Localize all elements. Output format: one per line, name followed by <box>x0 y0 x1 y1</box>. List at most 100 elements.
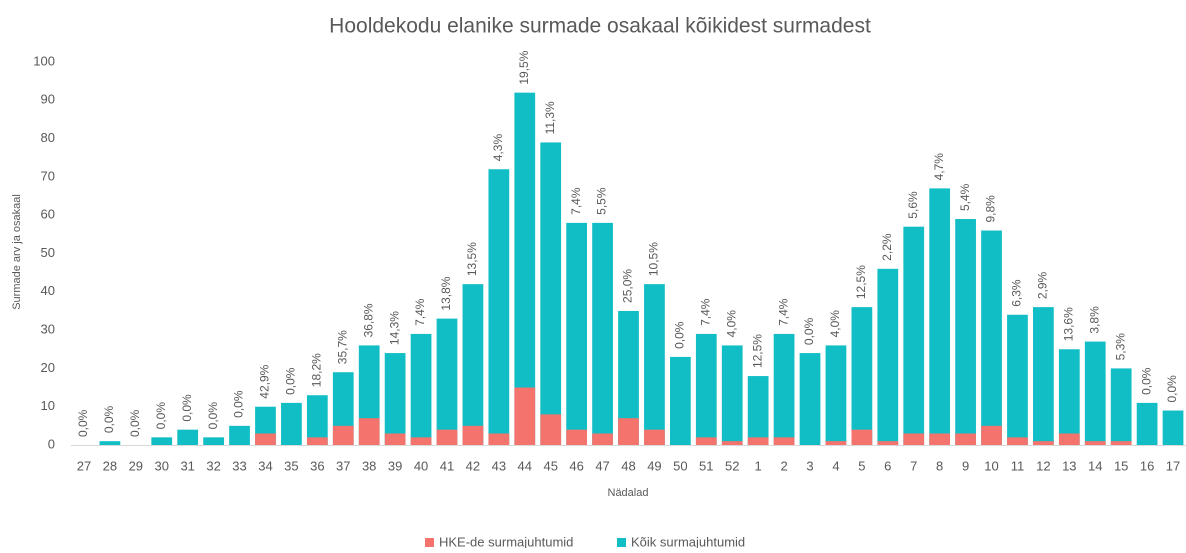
data-label: 0,0% <box>1139 367 1153 395</box>
x-tick-label: 51 <box>699 458 713 473</box>
x-tick-label: 3 <box>806 458 813 473</box>
data-label: 4,0% <box>724 310 738 338</box>
data-label: 0,0% <box>128 409 142 437</box>
data-label: 5,5% <box>595 187 609 215</box>
bar <box>773 333 795 445</box>
data-label: 12,5% <box>750 334 764 368</box>
bar <box>1110 441 1132 445</box>
y-tick-label: 30 <box>41 322 55 337</box>
x-tick-label: 38 <box>362 458 376 473</box>
bar <box>540 414 562 445</box>
x-tick-label: 49 <box>647 458 661 473</box>
data-label: 7,4% <box>413 298 427 326</box>
bar <box>514 387 536 445</box>
bar <box>358 418 380 445</box>
data-label: 2,9% <box>1036 271 1050 299</box>
y-tick-label: 10 <box>41 398 55 413</box>
bar <box>747 376 769 445</box>
legend-swatch <box>617 538 626 547</box>
bar <box>695 333 717 445</box>
bar <box>540 142 562 445</box>
x-tick-label: 15 <box>1114 458 1128 473</box>
bar <box>306 437 328 445</box>
bar <box>1084 441 1106 445</box>
data-label: 7,4% <box>698 298 712 326</box>
bar <box>1033 441 1054 445</box>
bar <box>851 307 873 445</box>
data-label: 11,3% <box>543 101 557 134</box>
bar <box>410 437 432 445</box>
x-tick-label: 9 <box>962 458 969 473</box>
x-tick-label: 16 <box>1140 458 1154 473</box>
data-label: 14,3% <box>387 311 401 345</box>
bar <box>1058 433 1080 445</box>
data-label: 42,9% <box>258 364 272 398</box>
data-label: 10,5% <box>647 242 661 276</box>
data-label: 3,8% <box>1087 306 1101 334</box>
bar <box>825 345 847 445</box>
bar <box>644 284 665 445</box>
y-tick-label: 60 <box>41 207 55 222</box>
data-label: 4,7% <box>932 153 946 181</box>
legend-label: Kõik surmajuhtumid <box>631 534 745 548</box>
y-tick-label: 40 <box>41 283 55 298</box>
x-tick-label: 11 <box>1011 458 1025 473</box>
x-tick-label: 33 <box>232 458 246 473</box>
bar <box>669 356 691 445</box>
bar <box>825 441 847 445</box>
bar <box>384 353 406 445</box>
bar <box>488 433 510 445</box>
x-tick-label: 50 <box>673 458 687 473</box>
x-tick-label: 47 <box>595 458 609 473</box>
x-tick-label: 7 <box>910 458 917 473</box>
bar <box>1084 341 1106 445</box>
data-label: 0,0% <box>76 409 90 437</box>
bar <box>306 395 328 445</box>
bar <box>229 425 250 445</box>
data-label: 18,2% <box>310 353 324 387</box>
x-tick-label: 13 <box>1062 458 1076 473</box>
bar <box>566 222 588 445</box>
x-tick-label: 17 <box>1166 458 1180 473</box>
x-tick-label: 5 <box>858 458 865 473</box>
x-tick-label: 30 <box>155 458 169 473</box>
data-label: 0,0% <box>673 321 687 349</box>
data-label: 5,4% <box>958 183 972 211</box>
bar <box>488 169 510 446</box>
bar <box>929 188 951 445</box>
data-label: 0,0% <box>154 402 168 430</box>
x-tick-label: 37 <box>336 458 350 473</box>
x-axis-label: Nädalad <box>608 487 649 499</box>
bar <box>384 433 406 445</box>
bar <box>618 418 639 445</box>
bar <box>799 353 821 445</box>
data-label: 19,5% <box>517 50 531 84</box>
x-tick-label: 29 <box>129 458 143 473</box>
data-label: 0,0% <box>232 390 246 418</box>
bar <box>747 437 769 445</box>
bar <box>721 441 743 445</box>
x-tick-label: 43 <box>492 458 506 473</box>
data-label: 13,8% <box>439 276 453 310</box>
bar <box>981 425 1002 445</box>
x-tick-label: 40 <box>414 458 428 473</box>
y-tick-label: 80 <box>41 130 55 145</box>
x-tick-label: 2 <box>780 458 787 473</box>
x-tick-label: 39 <box>388 458 402 473</box>
data-label: 0,0% <box>102 405 116 433</box>
x-tick-label: 41 <box>440 458 454 473</box>
x-tick-label: 32 <box>206 458 220 473</box>
bar <box>255 433 276 445</box>
x-tick-label: 28 <box>103 458 117 473</box>
data-label: 12,5% <box>854 265 868 299</box>
data-label: 7,4% <box>569 187 583 215</box>
data-label: 9,8% <box>984 195 998 223</box>
data-label: 4,0% <box>828 310 842 338</box>
bar <box>1007 437 1028 445</box>
data-label: 36,8% <box>361 303 375 337</box>
bar <box>695 437 717 445</box>
bar <box>1110 368 1132 445</box>
bar <box>151 437 173 445</box>
bar <box>773 437 795 445</box>
